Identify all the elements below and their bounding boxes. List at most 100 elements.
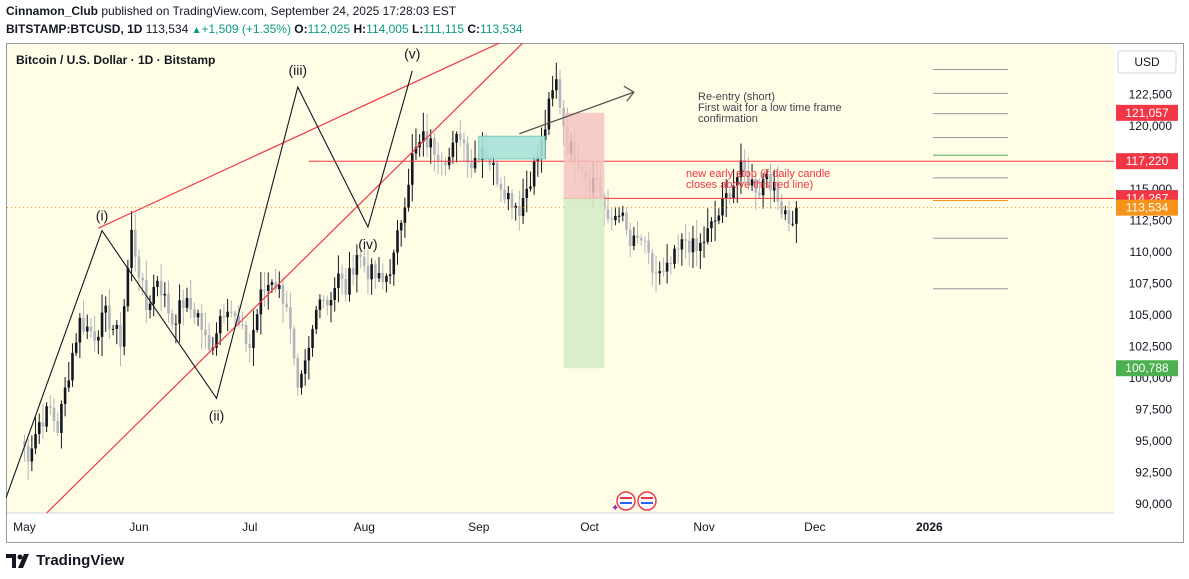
candle[interactable] (699, 242, 702, 252)
candle[interactable] (348, 268, 351, 295)
candle[interactable] (274, 282, 277, 289)
currency-button[interactable] (1117, 50, 1177, 74)
candle[interactable] (780, 201, 783, 215)
re-entry-arrow[interactable] (519, 91, 635, 135)
candle[interactable] (735, 177, 739, 186)
candle[interactable] (318, 299, 322, 310)
candle[interactable] (266, 284, 270, 291)
candle[interactable] (617, 215, 621, 217)
candle[interactable] (115, 324, 119, 329)
candle[interactable] (41, 422, 45, 427)
candle[interactable] (543, 129, 547, 141)
candle[interactable] (385, 275, 388, 282)
candle[interactable] (436, 154, 440, 161)
candle[interactable] (429, 138, 433, 148)
candle[interactable] (621, 212, 625, 216)
candle[interactable] (680, 239, 684, 250)
candle[interactable] (230, 311, 233, 313)
candle[interactable] (314, 309, 318, 330)
candle[interactable] (296, 358, 300, 388)
candle[interactable] (300, 373, 303, 388)
candle[interactable] (761, 179, 765, 196)
candle[interactable] (647, 240, 650, 253)
candle[interactable] (732, 185, 735, 199)
candle[interactable] (507, 192, 510, 200)
candle[interactable] (558, 79, 562, 108)
candle[interactable] (514, 205, 517, 209)
candle[interactable] (159, 280, 163, 296)
plot-area[interactable] (7, 44, 1114, 513)
candle[interactable] (30, 448, 34, 462)
candle[interactable] (728, 193, 732, 199)
candle[interactable] (374, 264, 377, 279)
candle[interactable] (639, 238, 643, 241)
candle[interactable] (795, 207, 798, 224)
candle[interactable] (97, 336, 100, 341)
candle[interactable] (510, 192, 514, 209)
candle[interactable] (167, 293, 170, 314)
candle[interactable] (362, 256, 366, 266)
candle[interactable] (185, 297, 189, 308)
candle[interactable] (270, 282, 274, 285)
candle[interactable] (399, 222, 403, 231)
take-profit-zone[interactable] (563, 198, 605, 369)
candle[interactable] (329, 299, 333, 306)
candle[interactable] (49, 406, 52, 408)
candle[interactable] (433, 138, 436, 155)
candle[interactable] (82, 318, 85, 332)
candle[interactable] (311, 329, 314, 348)
price-chart[interactable]: (i) (ii) (iii) (iv) (v) Re-entry (short)First… (6, 43, 1184, 543)
candle[interactable] (137, 256, 141, 278)
candle[interactable] (724, 193, 728, 199)
candle[interactable] (289, 307, 292, 329)
candle[interactable] (673, 248, 676, 264)
candle[interactable] (462, 139, 466, 144)
candle[interactable] (628, 230, 632, 246)
candle[interactable] (525, 188, 529, 199)
candle[interactable] (625, 212, 628, 231)
candle[interactable] (63, 387, 67, 405)
candle[interactable] (791, 223, 794, 225)
price-tag[interactable] (1116, 153, 1178, 170)
candle[interactable] (492, 162, 495, 165)
candle[interactable] (743, 160, 746, 172)
candle[interactable] (717, 215, 721, 221)
candle[interactable] (278, 285, 281, 289)
candle[interactable] (111, 328, 115, 330)
candle[interactable] (654, 272, 658, 274)
candle[interactable] (226, 311, 229, 318)
candle[interactable] (499, 183, 503, 190)
candle[interactable] (754, 179, 758, 193)
candle[interactable] (26, 446, 30, 462)
candle[interactable] (307, 347, 311, 361)
candle[interactable] (156, 280, 159, 287)
candle[interactable] (425, 131, 429, 148)
candle[interactable] (85, 326, 89, 332)
candle[interactable] (34, 433, 37, 449)
candle[interactable] (691, 238, 695, 253)
candle[interactable] (458, 133, 462, 140)
candle[interactable] (606, 209, 610, 219)
candle[interactable] (359, 254, 362, 257)
candle[interactable] (750, 179, 754, 186)
candle[interactable] (662, 271, 665, 273)
candle[interactable] (518, 205, 521, 216)
candle[interactable] (244, 324, 248, 344)
candle[interactable] (344, 278, 348, 295)
candle[interactable] (765, 173, 769, 180)
candle[interactable] (326, 299, 329, 306)
candle[interactable] (181, 300, 185, 308)
author-name[interactable]: Cinnamon_Club (6, 4, 98, 18)
candle[interactable] (710, 221, 713, 229)
candle[interactable] (503, 189, 506, 200)
candle[interactable] (340, 273, 344, 279)
candle[interactable] (532, 160, 536, 187)
candle[interactable] (204, 329, 207, 336)
candle[interactable] (152, 286, 156, 304)
elliott-wave-path[interactable] (6, 70, 413, 499)
candle[interactable] (74, 342, 78, 354)
candle[interactable] (658, 271, 662, 274)
candle[interactable] (122, 306, 126, 347)
us-flag-icon[interactable] (616, 491, 636, 511)
candle[interactable] (366, 265, 370, 280)
